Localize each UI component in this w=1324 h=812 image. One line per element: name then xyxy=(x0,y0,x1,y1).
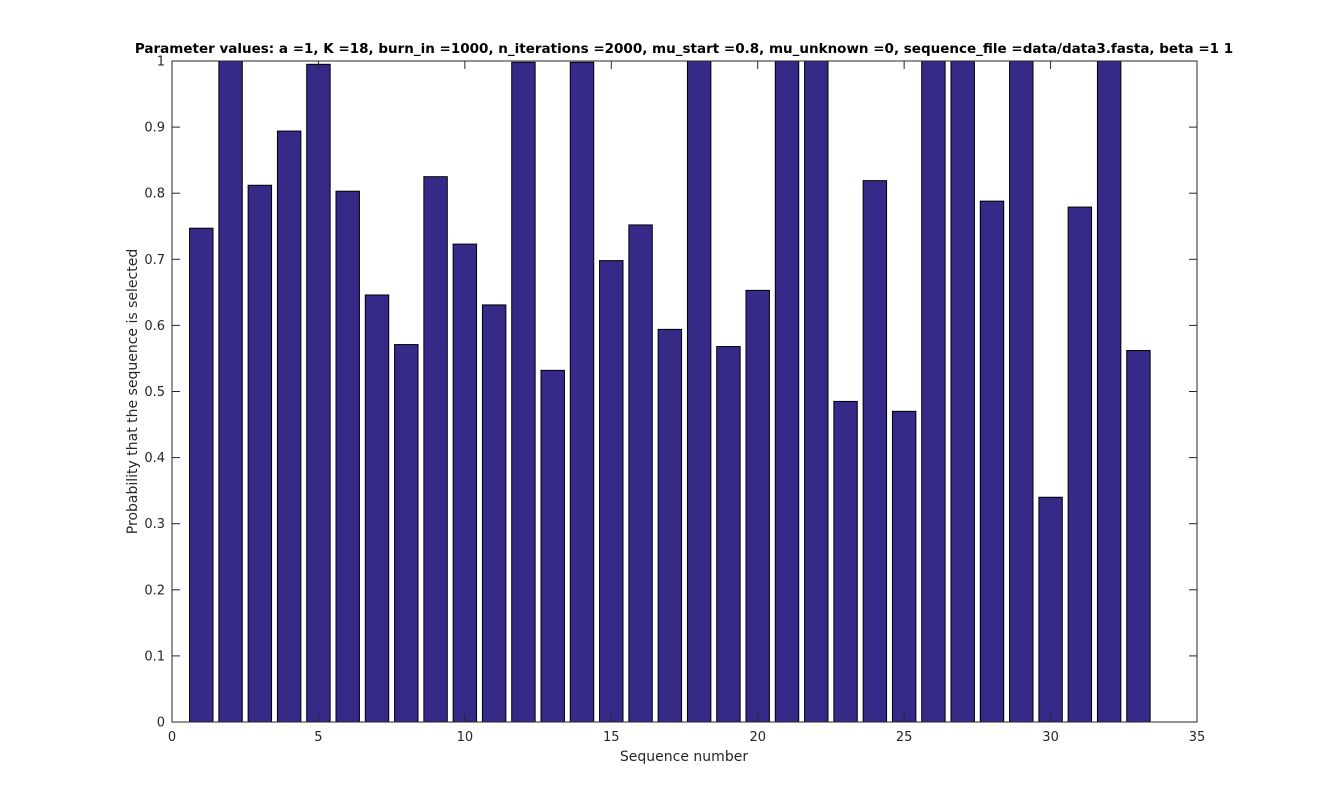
x-axis-label: Sequence number xyxy=(620,749,748,765)
x-tick-label: 35 xyxy=(1189,730,1206,745)
y-tick-label: 0 xyxy=(157,716,165,731)
bar-30 xyxy=(1038,496,1063,723)
y-tick-label: 0.1 xyxy=(144,649,165,664)
x-axis: 0 5 10 15 20 25 30 35 xyxy=(168,61,1205,745)
bar-7 xyxy=(364,294,390,723)
bar-32 xyxy=(1096,60,1122,723)
x-tick-label: 30 xyxy=(1042,730,1059,745)
y-tick-label: 0.7 xyxy=(144,253,165,268)
y-axis-label: Probability that the sequence is selecte… xyxy=(125,249,141,534)
bar-9 xyxy=(423,176,448,723)
bar-27 xyxy=(950,60,975,723)
bar-31 xyxy=(1067,206,1093,723)
x-tick-label: 5 xyxy=(314,730,322,745)
bar-21 xyxy=(774,60,800,723)
bar-1 xyxy=(189,227,214,723)
y-tick-label: 0.6 xyxy=(144,319,165,334)
bar-28 xyxy=(979,200,1005,723)
bar-26 xyxy=(921,60,946,723)
bar-11 xyxy=(481,304,507,723)
bars-group xyxy=(189,60,1151,723)
y-tick-label: 1 xyxy=(157,55,165,70)
bar-29 xyxy=(1009,60,1034,723)
y-tick-label: 0.2 xyxy=(144,583,165,598)
bar-20 xyxy=(745,289,770,723)
y-tick-label: 0.8 xyxy=(144,187,165,202)
y-tick-label: 0.3 xyxy=(144,517,165,532)
bar-17 xyxy=(657,328,683,723)
bar-14 xyxy=(569,61,595,723)
bar-10 xyxy=(452,243,478,723)
bar-22 xyxy=(804,60,829,723)
y-tick-label: 0.4 xyxy=(144,451,165,466)
bar-8 xyxy=(394,344,419,723)
bar-18 xyxy=(686,60,712,723)
x-tick-label: 0 xyxy=(168,730,176,745)
bar-2 xyxy=(218,60,243,723)
bar-6 xyxy=(335,190,360,723)
bar-12 xyxy=(511,61,536,723)
x-tick-label: 15 xyxy=(603,730,620,745)
y-tick-label: 0.5 xyxy=(144,385,165,400)
x-tick-label: 25 xyxy=(896,730,913,745)
bar-5 xyxy=(306,63,331,723)
chart-title: Parameter values: a =1, K =18, burn_in =… xyxy=(135,41,1233,57)
bar-25 xyxy=(891,410,917,723)
bar-15 xyxy=(599,260,624,723)
bar-23 xyxy=(833,400,858,723)
bar-16 xyxy=(628,224,653,723)
x-tick-label: 20 xyxy=(749,730,766,745)
bar-19 xyxy=(716,346,741,723)
y-tick-label: 0.9 xyxy=(144,121,165,136)
bar-33 xyxy=(1126,350,1151,723)
y-axis: 0 0.1 0.2 0.3 0.4 0.5 0.6 0.7 0.8 0.9 1 xyxy=(144,55,1197,731)
bar-4 xyxy=(276,130,302,723)
x-tick-label: 10 xyxy=(457,730,474,745)
bar-13 xyxy=(540,369,565,723)
bar-3 xyxy=(247,184,273,723)
bar-24 xyxy=(862,180,888,723)
